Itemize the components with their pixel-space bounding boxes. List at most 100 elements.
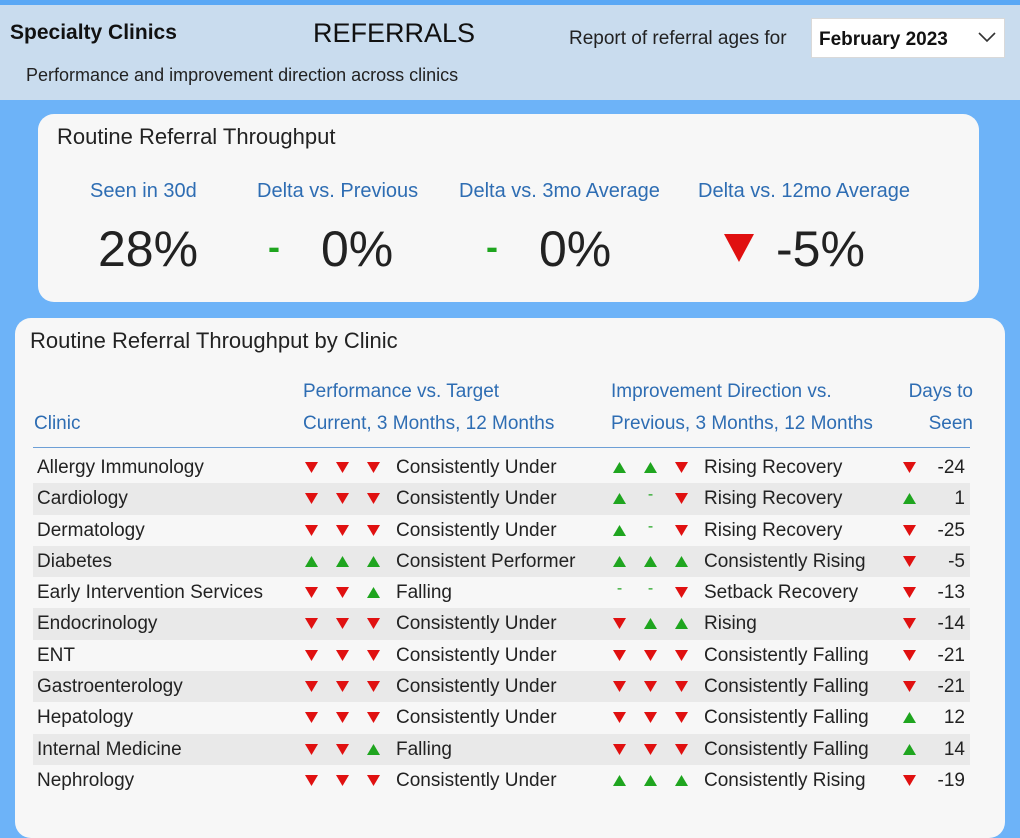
flat-dash-icon: - bbox=[268, 226, 280, 268]
table-row[interactable]: Internal Medicine Falling Consistently Fal… bbox=[33, 734, 970, 765]
page-subtitle: Performance and improvement direction ac… bbox=[26, 65, 458, 86]
green-up-triangle-icon bbox=[903, 493, 916, 504]
red-down-triangle-icon bbox=[675, 525, 688, 536]
clinic-name: Nephrology bbox=[37, 770, 134, 792]
red-down-triangle-icon bbox=[305, 587, 318, 598]
improvement-label: Consistently Falling bbox=[704, 676, 869, 698]
red-down-triangle-icon bbox=[675, 493, 688, 504]
clinic-name: Dermatology bbox=[37, 520, 145, 542]
performance-label: Consistently Under bbox=[396, 770, 557, 792]
red-down-triangle-icon bbox=[644, 681, 657, 692]
red-down-triangle-icon bbox=[903, 587, 916, 598]
top-bar: Specialty Clinics Performance and improv… bbox=[0, 0, 1020, 100]
days-to-seen-value: 14 bbox=[944, 739, 965, 761]
column-header-clinic[interactable]: Clinic bbox=[34, 408, 80, 440]
kpi-label-delta-3mo: Delta vs. 3mo Average bbox=[459, 180, 660, 203]
red-down-triangle-icon bbox=[675, 712, 688, 723]
flat-dash-icon: - bbox=[486, 226, 498, 268]
kpi-card: Routine Referral Throughput Seen in 30d … bbox=[38, 114, 979, 302]
red-down-triangle-icon bbox=[305, 775, 318, 786]
month-dropdown[interactable]: February 2023 bbox=[811, 18, 1005, 58]
red-down-triangle-icon bbox=[613, 712, 626, 723]
kpi-label-seen-30d: Seen in 30d bbox=[90, 180, 197, 203]
table-row[interactable]: Hepatology Consistently Under Consistently… bbox=[33, 702, 970, 733]
improvement-label: Consistently Falling bbox=[704, 707, 869, 729]
table-row[interactable]: Dermatology Consistently Under - Rising Rec… bbox=[33, 515, 970, 546]
red-down-triangle-icon bbox=[336, 493, 349, 504]
table-row[interactable]: Diabetes Consistent Performer Consistently… bbox=[33, 546, 970, 577]
green-up-triangle-icon bbox=[644, 775, 657, 786]
column-header-improvement-line1[interactable]: Improvement Direction vs. bbox=[611, 376, 832, 408]
green-up-triangle-icon bbox=[675, 556, 688, 567]
green-up-triangle-icon bbox=[367, 556, 380, 567]
improvement-label: Rising Recovery bbox=[704, 457, 842, 479]
column-header-days-line2[interactable]: Seen bbox=[895, 408, 973, 440]
red-down-triangle-icon bbox=[675, 462, 688, 473]
column-header-performance-line2[interactable]: Current, 3 Months, 12 Months bbox=[303, 408, 554, 440]
red-down-triangle-icon bbox=[903, 650, 916, 661]
column-header-days-line1[interactable]: Days to bbox=[895, 376, 973, 408]
green-up-triangle-icon bbox=[367, 744, 380, 755]
clinic-name: Internal Medicine bbox=[37, 739, 182, 761]
clinic-name: Allergy Immunology bbox=[37, 457, 204, 479]
red-down-triangle-icon bbox=[367, 618, 380, 629]
performance-label: Falling bbox=[396, 582, 452, 604]
clinic-table-title: Routine Referral Throughput by Clinic bbox=[30, 328, 398, 354]
days-to-seen-value: -21 bbox=[938, 645, 965, 667]
days-to-seen-value: -24 bbox=[938, 457, 965, 479]
red-down-triangle-icon bbox=[903, 775, 916, 786]
clinic-name: ENT bbox=[37, 645, 75, 667]
red-down-triangle-icon bbox=[305, 462, 318, 473]
chevron-down-icon[interactable] bbox=[977, 30, 997, 44]
red-down-triangle-icon bbox=[613, 744, 626, 755]
table-row[interactable]: Nephrology Consistently Under Consistently… bbox=[33, 765, 970, 796]
red-down-triangle-icon bbox=[367, 712, 380, 723]
green-up-triangle-icon bbox=[367, 587, 380, 598]
column-header-improvement-line2[interactable]: Previous, 3 Months, 12 Months bbox=[611, 408, 873, 440]
red-down-triangle-icon bbox=[336, 462, 349, 473]
kpi-value-seen-30d: 28% bbox=[98, 220, 198, 278]
green-up-triangle-icon bbox=[675, 775, 688, 786]
clinic-name: Endocrinology bbox=[37, 613, 157, 635]
table-row[interactable]: Early Intervention Services Falling - - Setb… bbox=[33, 577, 970, 608]
performance-label: Falling bbox=[396, 739, 452, 761]
days-to-seen-value: -25 bbox=[938, 520, 965, 542]
red-down-triangle-icon bbox=[367, 650, 380, 661]
red-down-triangle-icon bbox=[903, 681, 916, 692]
red-down-triangle-icon bbox=[336, 744, 349, 755]
page-title: REFERRALS bbox=[313, 18, 475, 49]
red-down-triangle-icon bbox=[305, 712, 318, 723]
days-to-seen-value: -21 bbox=[938, 676, 965, 698]
red-down-triangle-icon bbox=[305, 493, 318, 504]
red-down-triangle-icon bbox=[675, 587, 688, 598]
red-down-triangle-icon bbox=[903, 525, 916, 536]
red-down-triangle-icon bbox=[367, 525, 380, 536]
red-down-triangle-icon bbox=[305, 650, 318, 661]
green-up-triangle-icon bbox=[644, 556, 657, 567]
red-down-triangle-icon bbox=[367, 493, 380, 504]
performance-label: Consistently Under bbox=[396, 613, 557, 635]
table-row[interactable]: Endocrinology Consistently Under Rising -14 bbox=[33, 608, 970, 639]
table-row[interactable]: Gastroenterology Consistently Under Consis… bbox=[33, 671, 970, 702]
table-row[interactable]: Allergy Immunology Consistently Under Risi… bbox=[33, 452, 970, 483]
red-down-triangle-icon bbox=[903, 462, 916, 473]
red-down-triangle-icon bbox=[903, 618, 916, 629]
flat-dash-icon: - bbox=[613, 580, 626, 598]
improvement-label: Consistently Falling bbox=[704, 645, 869, 667]
red-down-triangle-icon bbox=[336, 681, 349, 692]
days-to-seen-value: -5 bbox=[948, 551, 965, 573]
flat-dash-icon: - bbox=[644, 518, 657, 536]
days-to-seen-value: 12 bbox=[944, 707, 965, 729]
green-up-triangle-icon bbox=[613, 462, 626, 473]
table-row[interactable]: Cardiology Consistently Under - Rising Reco… bbox=[33, 483, 970, 514]
improvement-label: Setback Recovery bbox=[704, 582, 858, 604]
red-down-triangle-icon bbox=[613, 650, 626, 661]
green-up-triangle-icon bbox=[903, 712, 916, 723]
green-up-triangle-icon bbox=[644, 618, 657, 629]
table-row[interactable]: ENT Consistently Under Consistently Fallin… bbox=[33, 640, 970, 671]
column-header-performance-line1[interactable]: Performance vs. Target bbox=[303, 376, 499, 408]
green-up-triangle-icon bbox=[336, 556, 349, 567]
red-down-triangle-icon bbox=[336, 775, 349, 786]
red-down-triangle-icon bbox=[336, 525, 349, 536]
report-month-label: Report of referral ages for bbox=[569, 28, 787, 50]
